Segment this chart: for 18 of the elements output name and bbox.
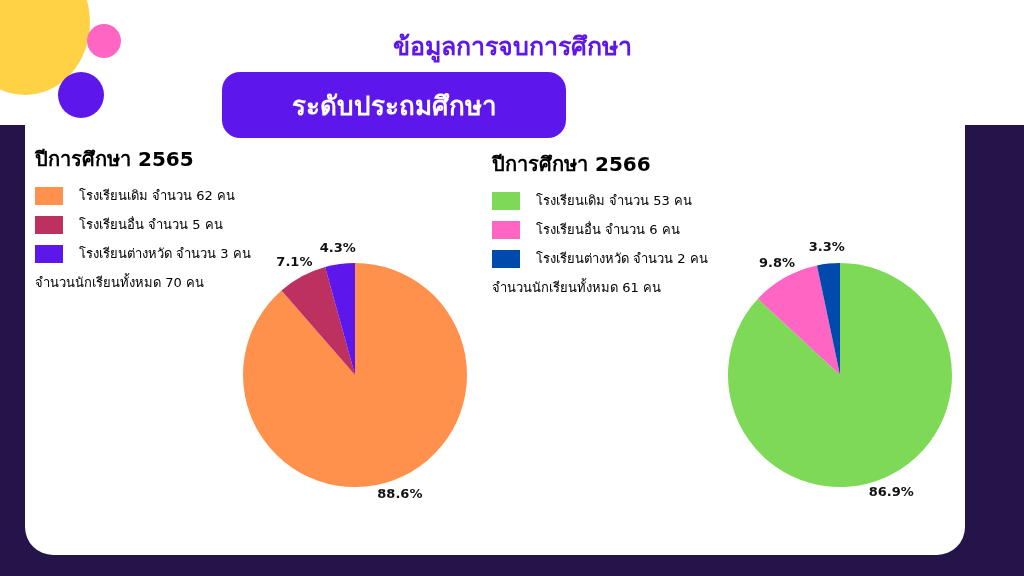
text: ระดับประถมศึกษา <box>222 72 566 138</box>
text: ข้อมูลการจบการศึกษา <box>391 31 633 65</box>
data-label: 9.8% <box>758 254 795 270</box>
legend-label: โรงเรียนเดิม จำนวน 62 คน <box>79 187 235 205</box>
legend-label: โรงเรียนอื่น จำนวน 6 คน <box>536 220 680 239</box>
text: จำนวนนักเรียนทั้งหมด 70 คน <box>35 272 205 292</box>
data-label: 88.6% <box>377 486 423 502</box>
legend-label: โรงเรียนเดิม จำนวน 53 คน <box>536 192 692 210</box>
chart-title: ปีการศึกษา 2566 <box>492 151 651 178</box>
data-label: 86.9% <box>868 483 914 499</box>
legend-label: โรงเรียนต่างหวัด จำนวน 2 คน <box>536 250 708 268</box>
legend-label: โรงเรียนอื่น จำนวน 5 คน <box>79 215 223 234</box>
legend-label: โรงเรียนต่างหวัด จำนวน 3 คน <box>79 245 251 263</box>
text: จำนวนนักเรียนทั้งหมด 61 คน <box>492 277 662 297</box>
data-label: 4.3% <box>319 239 356 255</box>
data-label: 7.1% <box>276 253 313 269</box>
chart-title: ปีการศึกษา 2565 <box>35 146 194 173</box>
data-label: 3.3% <box>808 239 845 255</box>
